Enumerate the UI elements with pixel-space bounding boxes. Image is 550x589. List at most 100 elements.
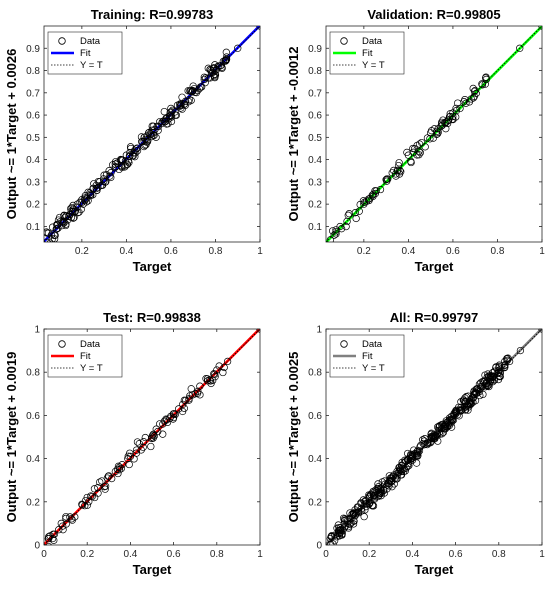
data-point xyxy=(92,184,100,193)
data-point xyxy=(488,372,496,380)
data-point xyxy=(516,346,525,355)
y-tick-label: 0.8 xyxy=(26,66,40,77)
data-point xyxy=(196,382,204,390)
data-point xyxy=(472,385,481,393)
data-point xyxy=(74,209,82,217)
chart-panel-4: 0 0.2 0.4 0.6 0.8 1 0 0.2 0.4 0.6 0.8 1 All: R=0.997… xyxy=(286,310,545,577)
data-point xyxy=(179,400,187,409)
data-point xyxy=(67,204,75,213)
data-point xyxy=(145,129,153,137)
data-point xyxy=(154,126,162,135)
data-point xyxy=(341,515,349,523)
data-point xyxy=(408,452,417,461)
x-tick-label: 0.2 xyxy=(362,549,376,560)
legend-entry: Y = T xyxy=(362,363,385,374)
legend-entry: Fit xyxy=(362,351,373,362)
data-point xyxy=(171,111,180,119)
data-point xyxy=(55,526,63,534)
data-point xyxy=(382,175,390,184)
data-point xyxy=(496,372,504,381)
y-tick-label: 0.6 xyxy=(26,411,40,422)
x-tick-label: 1 xyxy=(539,246,545,257)
data-point xyxy=(100,171,108,179)
data-point xyxy=(462,403,471,411)
data-point xyxy=(180,100,189,108)
data-point xyxy=(475,388,483,396)
data-point xyxy=(464,406,472,414)
data-point xyxy=(440,422,449,430)
data-point xyxy=(44,229,53,237)
legend-entry: Data xyxy=(80,36,101,47)
x-tick-label: 0.2 xyxy=(75,246,89,257)
data-point xyxy=(360,200,368,208)
data-point xyxy=(96,178,104,186)
data-point xyxy=(57,519,65,528)
legend-entry: Y = T xyxy=(362,60,385,71)
data-point xyxy=(413,452,422,460)
data-point xyxy=(453,411,462,419)
data-point xyxy=(438,424,446,432)
data-point xyxy=(256,329,260,333)
data-point xyxy=(206,376,214,384)
data-point xyxy=(175,405,183,413)
data-point xyxy=(156,118,164,126)
data-point xyxy=(445,419,453,428)
data-point xyxy=(140,142,148,151)
data-point xyxy=(178,93,186,101)
data-point xyxy=(365,491,373,499)
y-tick-label: 0.5 xyxy=(26,133,40,144)
data-point xyxy=(71,207,80,215)
data-point xyxy=(456,104,464,113)
data-point xyxy=(449,112,457,121)
data-point xyxy=(490,376,499,384)
data-point xyxy=(516,44,524,52)
data-point xyxy=(496,368,504,376)
y-tick-label: 0.4 xyxy=(26,155,40,166)
data-point xyxy=(130,455,138,463)
y-tick-label: 0.4 xyxy=(308,155,322,166)
data-point xyxy=(96,478,104,486)
data-point xyxy=(452,106,461,115)
legend-entry: Y = T xyxy=(80,363,103,374)
data-point xyxy=(387,474,395,482)
data-point xyxy=(481,80,489,88)
data-point xyxy=(86,190,94,199)
data-point xyxy=(478,81,487,89)
data-point xyxy=(489,369,497,377)
data-point xyxy=(180,396,189,404)
data-point xyxy=(195,84,204,93)
data-point xyxy=(206,65,214,74)
data-point xyxy=(365,196,373,205)
y-tick-label: 0.8 xyxy=(308,368,322,379)
y-tick-label: 0 xyxy=(316,541,322,552)
data-point xyxy=(49,530,57,538)
y-tick-label: 0.6 xyxy=(308,111,322,122)
data-point xyxy=(472,389,480,397)
chart-title: Test: R=0.99838 xyxy=(103,310,201,325)
x-tick-label: 0.4 xyxy=(119,246,133,257)
data-point xyxy=(350,508,358,517)
data-point xyxy=(193,86,202,95)
data-point xyxy=(402,464,410,472)
data-point xyxy=(467,400,475,408)
data-point xyxy=(221,57,230,65)
y-tick-label: 0.8 xyxy=(308,66,322,77)
data-point xyxy=(330,537,339,545)
data-layer xyxy=(44,329,260,545)
data-point xyxy=(434,423,442,431)
legend-entry: Data xyxy=(362,339,383,350)
data-point xyxy=(351,209,359,217)
data-point xyxy=(118,162,126,170)
data-point xyxy=(94,184,102,192)
data-point xyxy=(387,478,396,486)
data-point xyxy=(127,144,135,153)
x-tick-label: 0.2 xyxy=(80,549,94,560)
data-point xyxy=(371,187,379,195)
data-point xyxy=(234,44,242,52)
data-point xyxy=(152,425,160,433)
data-point xyxy=(128,151,137,160)
chart-title: All: R=0.99797 xyxy=(390,310,479,325)
x-axis-label: Target xyxy=(415,259,454,274)
data-point xyxy=(423,134,432,142)
